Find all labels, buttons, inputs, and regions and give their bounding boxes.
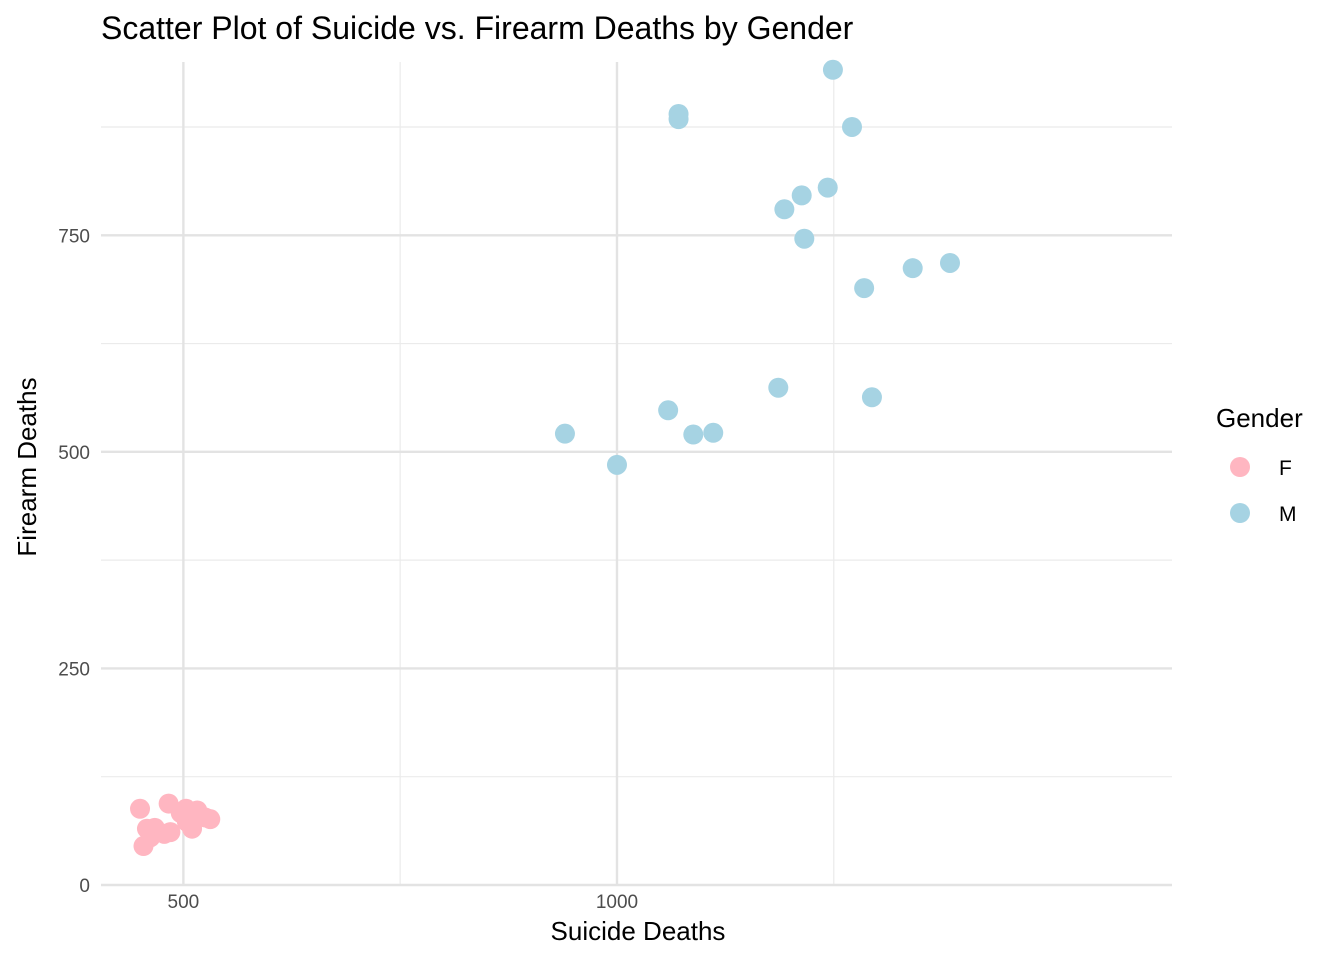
point-m [939, 252, 960, 273]
y-axis-title: Firearm Deaths [12, 377, 42, 556]
x-tick-label: 500 [168, 892, 200, 913]
legend-key-m [1230, 503, 1250, 523]
data-points [130, 59, 960, 857]
point-m [768, 377, 789, 398]
point-f [130, 798, 151, 819]
y-tick-label: 750 [58, 226, 90, 247]
grid [101, 62, 1172, 887]
point-f [160, 822, 181, 843]
legend-key-f [1230, 457, 1250, 477]
x-tick-label: 1000 [596, 892, 638, 913]
chart-title: Scatter Plot of Suicide vs. Firearm Deat… [101, 10, 854, 46]
y-tick-label: 500 [58, 443, 90, 464]
x-axis-ticks: 500 1000 [168, 892, 639, 913]
point-m [554, 423, 575, 444]
point-m [822, 59, 843, 80]
point-f [182, 818, 203, 839]
point-f [200, 809, 221, 830]
point-m [703, 422, 724, 443]
legend-label-f: F [1279, 457, 1292, 480]
point-m [842, 116, 863, 137]
point-m [774, 199, 795, 220]
point-m [794, 228, 815, 249]
legend-label-m: M [1279, 503, 1297, 526]
point-m [861, 387, 882, 408]
legend-title: Gender [1216, 403, 1303, 433]
point-m [791, 185, 812, 206]
point-m [683, 424, 704, 445]
y-axis-ticks: 0 250 500 750 [58, 226, 90, 897]
point-m [902, 258, 923, 279]
y-tick-label: 0 [79, 876, 90, 897]
x-axis-title: Suicide Deaths [551, 916, 726, 946]
point-m [668, 109, 689, 130]
point-m [658, 400, 679, 421]
legend: Gender FM [1216, 403, 1303, 526]
point-m [854, 278, 875, 299]
point-m [606, 454, 627, 475]
y-tick-label: 250 [58, 659, 90, 680]
point-m [817, 177, 838, 198]
